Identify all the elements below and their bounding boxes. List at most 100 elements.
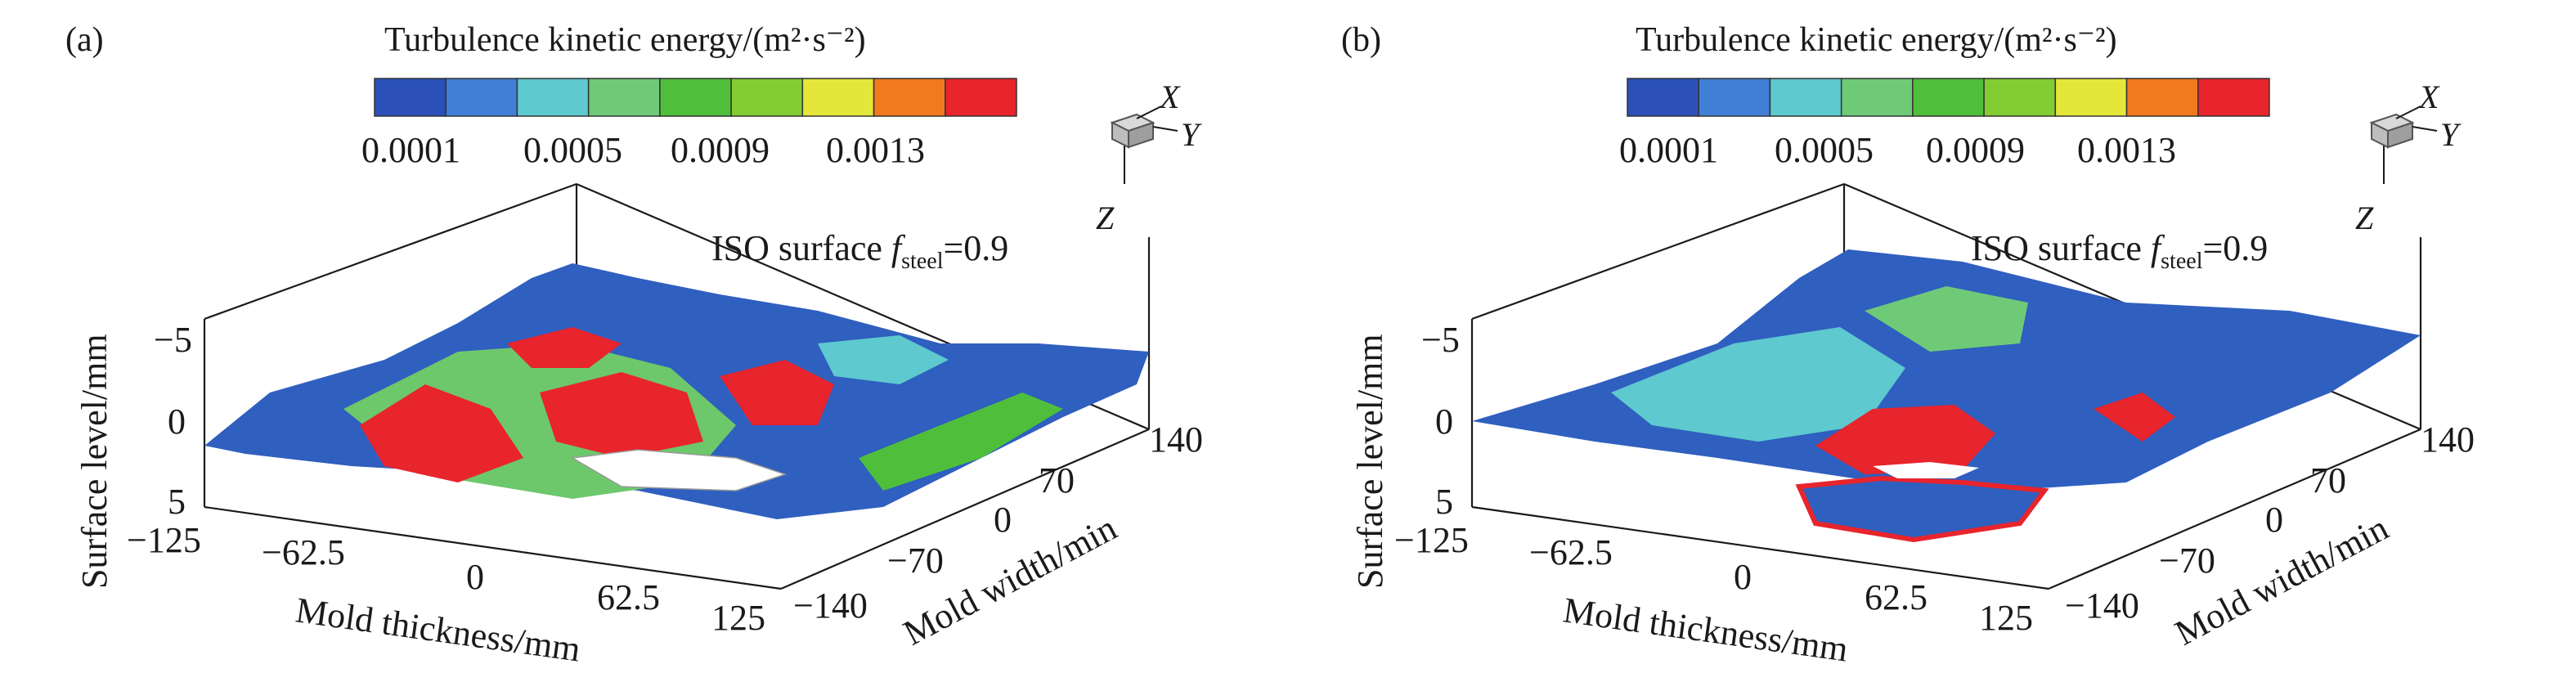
colorbar-title-b: Turbulence kinetic energy/(m²·s⁻²): [1636, 21, 2117, 59]
axis-triad-b: X Y Z: [2355, 79, 2462, 236]
surface-red-center-b: [1815, 405, 1995, 474]
axis-triad-a: X Y Z: [1096, 79, 1202, 236]
y-tick-a-1: −70: [887, 541, 944, 581]
y-tick-a-4: 140: [1149, 420, 1203, 460]
colorbar-cell: [587, 78, 661, 117]
colorbar-cell: [374, 78, 447, 117]
box-bottom-front-a: [204, 505, 782, 590]
colorbar-cell: [1983, 78, 2057, 117]
colorbar-cell: [1769, 78, 1842, 117]
triad-cube-right-a: [1128, 121, 1154, 149]
box-top-back-left-b: [1471, 182, 1845, 321]
colorbar-tick-b-3: 0.0013: [2077, 130, 2176, 170]
z-tick-b-0: −5: [1421, 320, 1460, 360]
box-top-back-left-a: [204, 182, 577, 321]
iso-surface-a: [204, 263, 1149, 519]
colorbar-title-a: Turbulence kinetic energy/(m²·s⁻²): [384, 21, 866, 59]
iso-annotation-a: ISO surface fsteel=0.9: [711, 228, 1008, 274]
colorbar-cell: [2197, 78, 2270, 117]
box-bottom-right-a: [780, 428, 1150, 590]
colorbar-cell: [1840, 78, 1914, 117]
z-tick-b-1: 0: [1435, 402, 1453, 442]
surface-red-3-a: [720, 360, 834, 425]
x-axis-title-a: Mold thickness/mm: [294, 590, 583, 669]
colorbar-tick-a-1: 0.0005: [523, 130, 622, 170]
triad-x-label-b: X: [2417, 79, 2440, 115]
x-tick-b-2: 0: [1734, 557, 1752, 597]
x-tick-b-3: 62.5: [1865, 577, 1928, 617]
panel-b: (b) Turbulence kinetic energy/(m²·s⁻²) 0…: [1341, 21, 2475, 670]
box-bottom-right-b: [2048, 428, 2421, 590]
surface-cyan-a: [818, 335, 949, 384]
z-axis-title-b: Surface level/mm: [1350, 334, 1390, 589]
y-tick-b-4: 140: [2421, 420, 2475, 460]
colorbar-b: [1627, 78, 2270, 117]
y-tick-b-3: 70: [2310, 460, 2346, 500]
colorbar-cell: [730, 78, 804, 117]
box-bottom-front-b: [1471, 505, 2049, 590]
triad-z-label-a: Z: [1096, 200, 1115, 236]
x-tick-a-2: 0: [466, 557, 484, 597]
panel-a: (a) Turbulence kinetic energy/(m²·s⁻²) 0…: [65, 21, 1203, 670]
surface-hole-b: [1873, 462, 1979, 478]
triad-z-label-b: Z: [2355, 200, 2374, 236]
iso-surface-b: [1472, 249, 2421, 543]
colorbar-tick-b-1: 0.0005: [1775, 130, 1874, 170]
x-tick-a-4: 125: [711, 598, 765, 638]
y-tick-b-2: 0: [2265, 500, 2283, 540]
colorbar-cell: [1698, 78, 1771, 117]
z-tick-a-0: −5: [154, 320, 192, 360]
y-tick-b-1: −70: [2159, 541, 2215, 581]
x-axis-title-b: Mold thickness/mm: [1561, 590, 1851, 669]
panel-label-b: (b): [1341, 21, 1381, 59]
z-tick-a-2: 5: [168, 482, 186, 522]
surface-hole-a: [570, 449, 788, 491]
colorbar-cell: [945, 78, 1017, 117]
triad-y-line-a: [1152, 126, 1178, 132]
colorbar-tick-b-0: 0.0001: [1619, 130, 1718, 170]
y-tick-a-3: 70: [1039, 460, 1075, 500]
surface-cyan-b: [1611, 327, 1905, 442]
colorbar-cell: [801, 78, 875, 117]
y-tick-a-2: 0: [994, 500, 1012, 540]
y-tick-b-0: −140: [2065, 586, 2139, 626]
x-tick-a-1: −62.5: [262, 532, 345, 572]
colorbar-tick-a-3: 0.0013: [826, 130, 925, 170]
surface-bulge-b: [1795, 475, 2049, 543]
surface-red-2-a: [540, 372, 703, 458]
triad-y-label-a: Y: [1181, 116, 1202, 153]
x-tick-a-0: −125: [127, 520, 201, 560]
triad-x-label-a: X: [1158, 79, 1181, 115]
surface-red-4-a: [507, 327, 622, 368]
colorbar-cell: [445, 78, 518, 117]
z-tick-a-1: 0: [168, 402, 186, 442]
colorbar-cell: [659, 78, 732, 117]
panel-label-a: (a): [65, 21, 104, 59]
colorbar-cell: [516, 78, 590, 117]
triad-x-line-a: [1136, 105, 1162, 119]
colorbar-cell: [1912, 78, 1985, 117]
z-axis-title-a: Surface level/mm: [74, 334, 114, 589]
y-tick-a-0: −140: [793, 586, 868, 626]
triad-y-line-b: [2412, 126, 2438, 132]
colorbar-cell: [2054, 78, 2128, 117]
surface-green-b: [1865, 286, 2028, 352]
surface-green-2-a: [859, 393, 1063, 491]
colorbar-cell: [1627, 78, 1699, 117]
colorbar-a: [374, 78, 1017, 117]
colorbar-cell: [873, 78, 946, 117]
x-tick-b-1: −62.5: [1529, 532, 1613, 572]
x-tick-a-3: 62.5: [597, 577, 660, 617]
x-tick-b-4: 125: [1979, 598, 2033, 638]
triad-cube-right-b: [2387, 121, 2413, 149]
triad-x-line-b: [2395, 105, 2421, 119]
surface-red-1-a: [360, 384, 523, 482]
colorbar-cell: [2125, 78, 2199, 117]
surface-red-2-b: [2094, 393, 2175, 442]
x-tick-b-0: −125: [1394, 520, 1469, 560]
z-tick-b-2: 5: [1435, 482, 1453, 522]
colorbar-tick-a-0: 0.0001: [361, 130, 460, 170]
iso-annotation-b: ISO surface fsteel=0.9: [1971, 228, 2268, 274]
colorbar-tick-a-2: 0.0009: [671, 130, 770, 170]
